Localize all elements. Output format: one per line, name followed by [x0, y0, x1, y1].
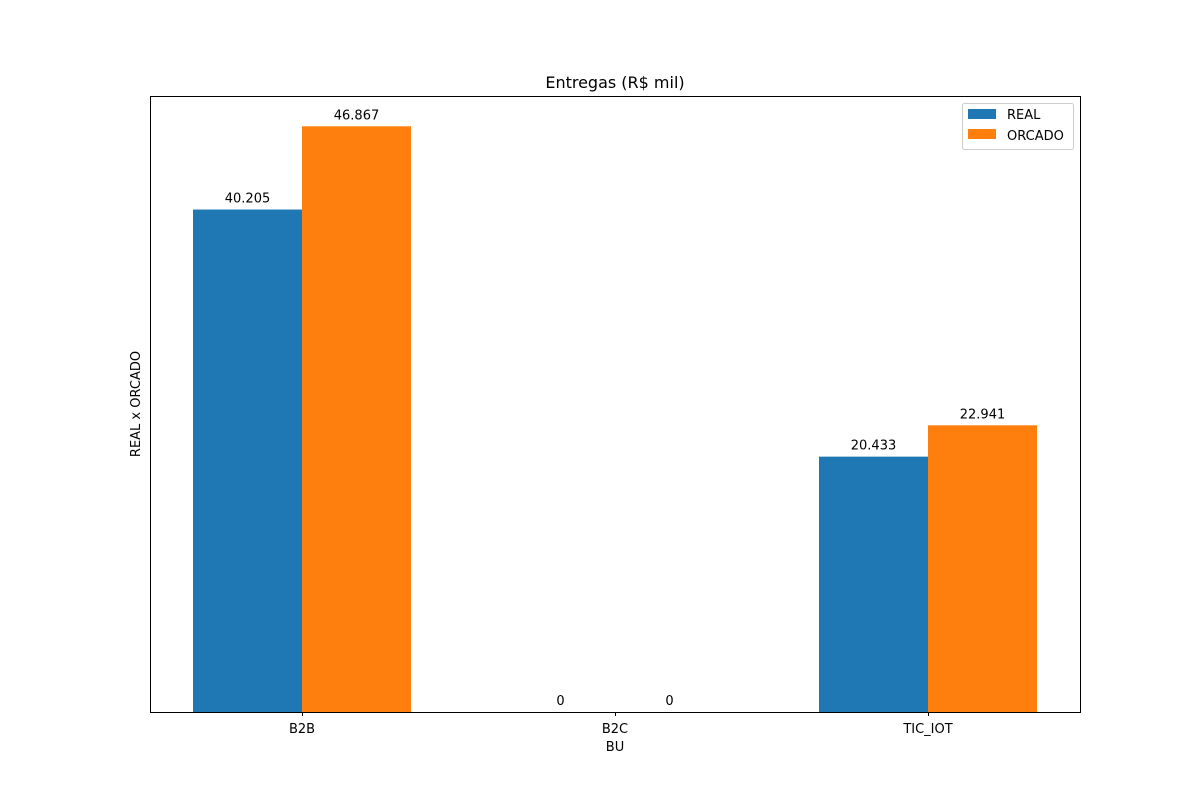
legend-label-real: REAL — [1007, 108, 1041, 123]
x-tick-label-b2c: B2C — [602, 722, 628, 737]
bar-orcado-b2b — [302, 126, 411, 712]
legend-swatch-orcado — [968, 129, 996, 139]
legend: REAL ORCADO — [962, 103, 1074, 150]
bar-real-tic_iot — [819, 456, 928, 712]
chart-title: Entregas (R$ mil) — [545, 73, 684, 92]
x-ticks: B2B B2C TIC_IOT — [289, 712, 953, 737]
bar-orcado-tic_iot — [928, 425, 1037, 712]
value-label-real-tic_iot: 20.433 — [851, 439, 897, 454]
value-labels: 40.205 0 20.433 46.867 0 22.941 — [225, 108, 1006, 709]
legend-swatch-real — [968, 109, 996, 119]
value-label-orcado-b2b: 46.867 — [334, 108, 380, 123]
value-label-real-b2b: 40.205 — [225, 192, 271, 207]
x-tick-label-b2b: B2B — [289, 722, 315, 737]
bars-layer — [193, 126, 1037, 713]
bar-real-b2b — [193, 209, 302, 713]
value-label-real-b2c: 0 — [556, 694, 564, 709]
value-label-orcado-b2c: 0 — [665, 694, 673, 709]
x-tick-label-tic_iot: TIC_IOT — [902, 722, 952, 737]
x-axis-label: BU — [606, 740, 624, 755]
legend-label-orcado: ORCADO — [1007, 129, 1064, 144]
y-axis-label: REAL x ORCADO — [129, 351, 144, 457]
value-label-orcado-tic_iot: 22.941 — [960, 407, 1006, 422]
